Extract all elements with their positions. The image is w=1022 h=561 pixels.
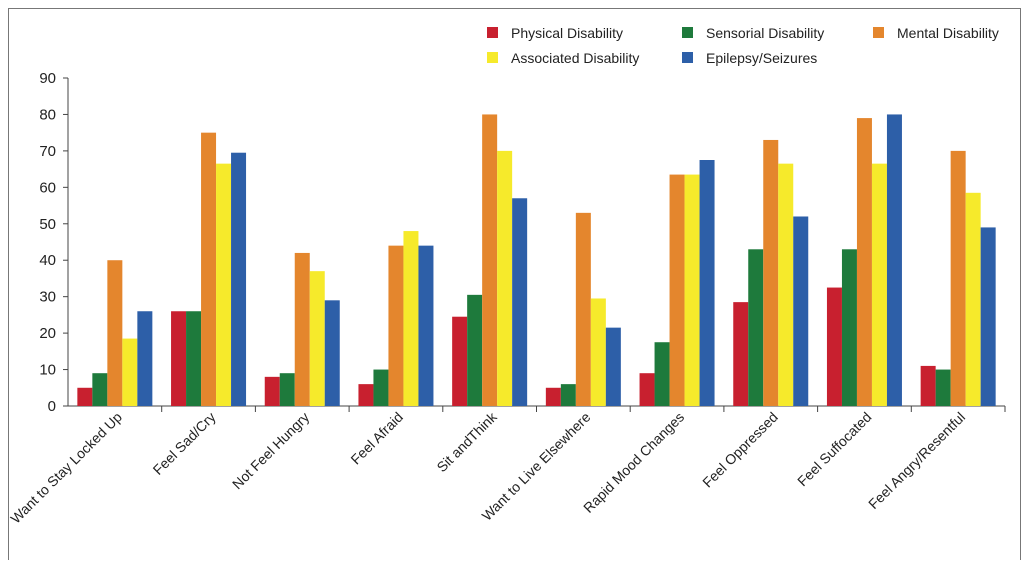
bar: [482, 114, 498, 406]
bars: [77, 114, 996, 406]
bar: [107, 260, 123, 406]
bar: [920, 365, 936, 406]
bar: [856, 118, 872, 406]
bar: [669, 174, 685, 406]
y-tick-label: 30: [39, 289, 56, 306]
bar: [748, 249, 764, 406]
y-tick-label: 10: [39, 362, 56, 379]
bar: [497, 150, 513, 406]
chart-frame: [8, 8, 1021, 560]
bar: [733, 302, 749, 406]
bar: [324, 300, 340, 406]
bar: [358, 384, 374, 406]
bar: [388, 245, 404, 406]
x-category-label: Feel Angry/Resentful: [865, 409, 968, 512]
y-tick-label: 70: [39, 143, 56, 160]
bar: [171, 311, 187, 406]
legend-label: Epilepsy/Seizures: [706, 50, 817, 66]
bar: [778, 163, 794, 406]
bar: [294, 252, 310, 406]
bar: [231, 152, 247, 406]
bar: [560, 384, 576, 406]
bar: [980, 227, 996, 406]
bar: [590, 298, 606, 406]
x-category-label: Sit andThink: [433, 408, 500, 475]
bar: [92, 373, 108, 406]
bar: [77, 387, 93, 406]
x-category-label: Want to Live Elsewhere: [479, 409, 594, 524]
y-tick-label: 60: [39, 179, 56, 196]
bar: [654, 342, 670, 406]
bar: [373, 369, 389, 406]
x-category-label: Feel Oppressed: [699, 409, 781, 491]
bar: [418, 245, 434, 406]
bar: [545, 387, 561, 406]
x-category-label: Rapid Mood Changes: [580, 409, 687, 516]
y-tick-label: 90: [39, 70, 56, 87]
bar: [279, 373, 295, 406]
bar: [467, 294, 483, 406]
legend: Physical Disability Sensorial Disability M…: [487, 25, 999, 66]
bar: [186, 311, 202, 406]
bar: [871, 163, 887, 406]
bar: [965, 192, 981, 406]
legend-swatch: [682, 52, 693, 63]
x-category-label: Feel Suffocated: [794, 409, 874, 489]
bar: [684, 174, 700, 406]
bar: [886, 114, 902, 406]
bar: [950, 150, 966, 406]
x-category-label: Not Feel Hungry: [229, 409, 312, 492]
bar: [452, 316, 468, 406]
bar: [309, 271, 325, 406]
bar: [201, 132, 217, 406]
bar: [264, 376, 280, 406]
x-category-label: Want to Stay Locked Up: [7, 409, 125, 527]
bar: [605, 327, 621, 406]
bar: [935, 369, 951, 406]
legend-swatch: [487, 52, 498, 63]
bar: [841, 249, 857, 406]
y-tick-label: 20: [39, 325, 56, 342]
legend-label: Mental Disability: [897, 25, 999, 41]
legend-swatch: [873, 27, 884, 38]
bar: [639, 373, 655, 406]
legend-label: Sensorial Disability: [706, 25, 824, 41]
bar: [826, 287, 842, 406]
y-axis: 0 10 20 30 40 50 60 70 80 90: [39, 70, 69, 415]
y-tick-label: 50: [39, 216, 56, 233]
legend-swatch: [682, 27, 693, 38]
x-axis: Want to Stay Locked Up Feel Sad/Cry Not Fe…: [7, 405, 1006, 527]
bar: [137, 311, 153, 406]
x-category-label: Feel Afraid: [347, 409, 406, 468]
legend-swatch: [487, 27, 498, 38]
x-category-label: Feel Sad/Cry: [150, 409, 219, 478]
bar: [699, 160, 715, 406]
bar: [793, 216, 809, 406]
y-tick-label: 40: [39, 252, 56, 269]
bar: [763, 139, 779, 406]
y-tick-label: 0: [48, 398, 56, 415]
legend-label: Physical Disability: [511, 25, 623, 41]
bar: [512, 198, 528, 406]
bar: [216, 163, 232, 406]
y-tick-label: 80: [39, 106, 56, 123]
legend-label: Associated Disability: [511, 50, 639, 66]
bar: [122, 338, 138, 406]
bar: [403, 231, 419, 406]
bar: [575, 212, 591, 406]
